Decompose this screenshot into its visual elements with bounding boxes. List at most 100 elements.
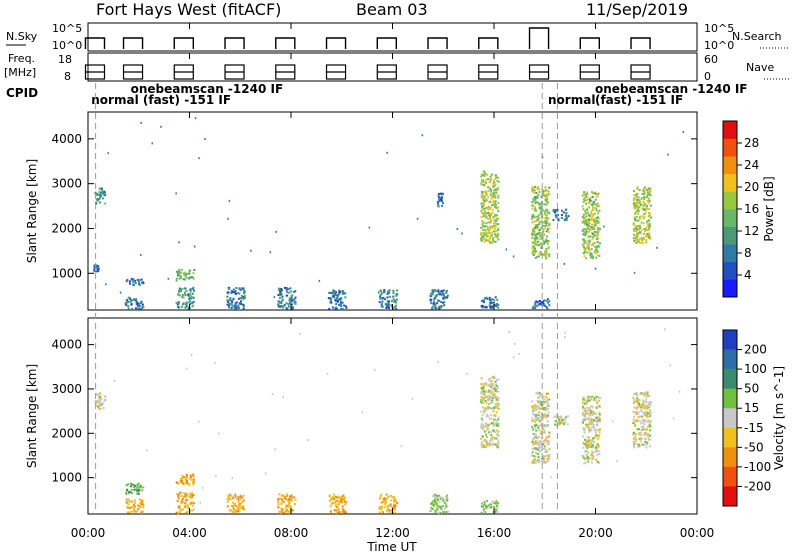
data-pixel: [642, 405, 645, 408]
data-pixel: [582, 218, 585, 221]
data-pixel: [599, 420, 602, 423]
data-pixel: [191, 287, 194, 290]
data-pixel: [288, 503, 291, 506]
data-pixel: [288, 297, 291, 300]
data-pixel: [547, 414, 550, 417]
data-pixel: [290, 505, 292, 508]
data-pixel: [290, 296, 293, 299]
data-pixel: [530, 189, 533, 192]
data-pixel: [341, 501, 344, 504]
data-pixel: [481, 505, 483, 508]
data-pixel: [481, 239, 484, 242]
data-pixel: [586, 240, 589, 243]
data-pixel: [136, 278, 139, 281]
data-pixel: [548, 448, 551, 451]
data-pixel: [583, 398, 586, 401]
data-pixel: [637, 411, 640, 414]
data-pixel: [192, 272, 195, 275]
data-pixel: [440, 192, 442, 195]
data-pixel: [430, 502, 433, 505]
data-pixel: [494, 200, 497, 203]
data-pixel: [490, 503, 493, 506]
data-pixel: [190, 509, 193, 512]
data-pixel: [585, 220, 588, 223]
data-pixel: [288, 299, 291, 302]
data-pixel: [488, 391, 491, 394]
data-pixel: [640, 221, 643, 224]
data-pixel: [496, 236, 499, 239]
freq-label: Freq.: [8, 52, 35, 65]
data-pixel: [493, 299, 496, 302]
data-pixel: [293, 298, 296, 301]
data-pixel: [189, 289, 192, 292]
data-pixel: [584, 215, 587, 218]
data-pixel: [437, 205, 440, 208]
data-pixel: [539, 424, 542, 427]
data-pixel: [487, 444, 490, 447]
data-pixel: [636, 231, 639, 234]
data-pixel: [277, 501, 280, 504]
data-pixel: [480, 443, 483, 445]
data-pixel: [537, 414, 540, 417]
data-pixel: [436, 302, 439, 305]
data-pixel: [383, 497, 386, 499]
data-pixel: [538, 220, 541, 223]
data-pixel: [238, 292, 241, 295]
data-pixel: [564, 214, 567, 217]
data-pixel: [591, 412, 594, 415]
data-pixel: [439, 497, 442, 500]
data-pixel: [537, 203, 540, 206]
data-pixel: [287, 288, 290, 291]
data-pixel: [438, 494, 440, 497]
data-pixel: [488, 407, 491, 409]
data-pixel: [641, 425, 644, 428]
data-pixel: [480, 511, 483, 514]
data-pixel: [645, 444, 648, 446]
data-pixel: [535, 452, 537, 454]
data-pixel: [497, 430, 500, 433]
data-pixel: [597, 418, 600, 421]
data-pixel: [586, 436, 589, 438]
power-frame: [87, 111, 698, 311]
data-pixel: [484, 400, 487, 402]
data-pixel: [185, 481, 188, 484]
data-pixel: [235, 287, 238, 289]
data-pixel: [497, 210, 500, 213]
data-pixel: [542, 457, 545, 460]
data-pixel: [239, 297, 242, 300]
data-pixel: [494, 218, 497, 221]
data-pixel: [585, 215, 588, 218]
data-pixel: [592, 457, 595, 460]
data-pixel: [497, 238, 500, 241]
data-pixel: [589, 418, 592, 421]
data-pixel: [637, 232, 640, 235]
data-pixel: [482, 225, 485, 227]
data-pixel: [649, 438, 652, 441]
noise-pixel: [198, 157, 200, 160]
nsearch-label: N.Search: [732, 30, 782, 43]
data-pixel: [492, 200, 495, 203]
data-pixel: [640, 410, 642, 413]
data-pixel: [495, 419, 498, 422]
data-pixel: [443, 303, 446, 306]
data-pixel: [432, 499, 435, 502]
data-pixel: [642, 196, 645, 199]
data-pixel: [534, 242, 537, 245]
data-pixel: [587, 440, 590, 443]
data-pixel: [532, 197, 535, 200]
data-pixel: [639, 237, 641, 240]
data-pixel: [491, 208, 494, 211]
data-pixel: [638, 215, 641, 218]
velocity-patches: [94, 328, 681, 515]
data-pixel: [536, 452, 539, 455]
data-pixel: [590, 226, 593, 229]
data-pixel: [129, 482, 132, 485]
data-pixel: [483, 501, 486, 504]
data-pixel: [531, 417, 534, 420]
data-pixel: [644, 413, 647, 416]
data-pixel: [532, 305, 535, 308]
data-pixel: [242, 494, 245, 497]
data-pixel: [282, 494, 284, 497]
data-pixel: [238, 510, 241, 513]
data-pixel: [543, 221, 546, 224]
